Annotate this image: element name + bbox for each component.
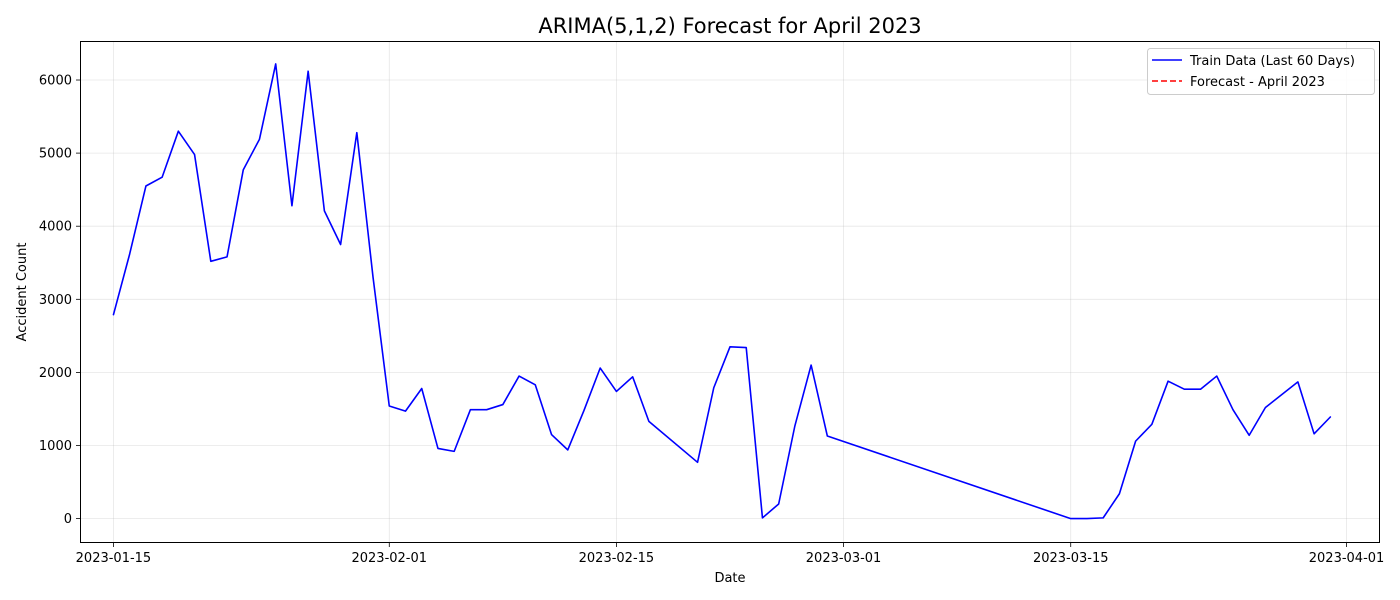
legend-label-forecast: Forecast - April 2023 [1190, 75, 1325, 90]
y-tick-label: 4000 [39, 220, 72, 235]
x-axis-label: Date [714, 571, 745, 586]
x-tick-label: 2023-04-01 [1309, 551, 1385, 566]
y-tick-label: 5000 [39, 147, 72, 162]
y-tick-label: 1000 [39, 439, 72, 454]
y-tick-label: 3000 [39, 293, 72, 308]
x-tick-label: 2023-03-15 [1033, 551, 1109, 566]
legend-label-train: Train Data (Last 60 Days) [1189, 54, 1355, 69]
ticks: 2023-01-15 2023-02-01 2023-02-15 2023-03-01… [39, 74, 1384, 566]
x-tick-label: 2023-02-01 [351, 551, 427, 566]
chart-title: ARIMA(5,1,2) Forecast for April 2023 [538, 14, 921, 38]
legend-box [1147, 48, 1375, 95]
y-tick-label: 6000 [39, 74, 72, 89]
x-tick-label: 2023-03-01 [806, 551, 882, 566]
y-tick-label: 0 [64, 512, 72, 527]
series-line-0 [112, 63, 1332, 520]
grid [81, 42, 1379, 542]
series-layer [112, 63, 1332, 520]
x-tick-label: 2023-01-15 [76, 551, 152, 566]
x-tick-label: 2023-02-15 [579, 551, 655, 566]
y-tick-label: 2000 [39, 366, 72, 381]
legend: Train Data (Last 60 Days) Forecast - Apr… [1147, 48, 1375, 95]
plot-frame [80, 41, 1380, 543]
y-axis-label: Accident Count [15, 243, 30, 342]
